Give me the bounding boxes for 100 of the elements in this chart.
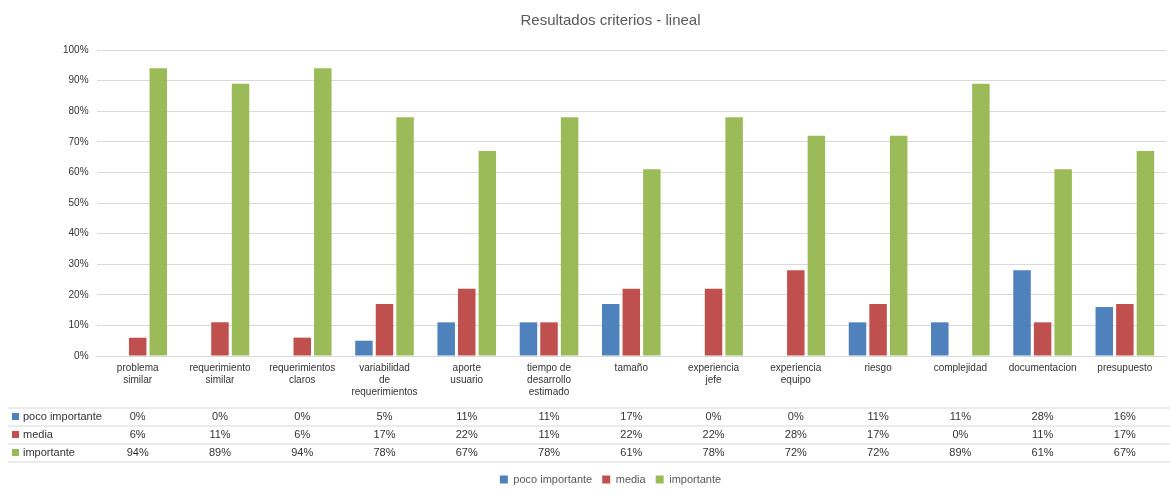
data-label: 11% bbox=[949, 410, 972, 423]
bar bbox=[601, 303, 620, 356]
data-label: 78% bbox=[538, 446, 561, 459]
bar bbox=[560, 117, 579, 356]
data-label: 89% bbox=[949, 446, 972, 459]
bar bbox=[128, 337, 147, 356]
bar bbox=[725, 117, 743, 356]
data-label: 78% bbox=[373, 446, 396, 459]
y-tick-label: 20% bbox=[68, 288, 89, 300]
data-label: 0% bbox=[212, 410, 229, 423]
bar bbox=[807, 135, 826, 356]
bar bbox=[478, 150, 497, 356]
data-label: 67% bbox=[455, 446, 478, 459]
data-label: 11% bbox=[456, 410, 478, 423]
bar bbox=[972, 83, 990, 356]
y-tick-label: 10% bbox=[68, 319, 89, 331]
x-tick-label: requerimiento similar bbox=[189, 361, 251, 385]
data-label: 22% bbox=[702, 428, 725, 441]
bar bbox=[1116, 303, 1134, 356]
x-tick-label: experiencia jefe bbox=[687, 361, 740, 385]
y-tick-label: 100% bbox=[63, 43, 89, 55]
text: importante bbox=[23, 446, 75, 459]
bar bbox=[643, 169, 661, 356]
legend-label: media bbox=[23, 428, 54, 441]
bar bbox=[231, 83, 250, 356]
y-tick-label: 40% bbox=[68, 227, 89, 239]
bar bbox=[622, 288, 641, 356]
data-label: 11% bbox=[538, 410, 560, 423]
y-tick-label: 70% bbox=[68, 135, 89, 147]
x-tick-label: tiempo de desarrollo estimado bbox=[527, 361, 572, 397]
data-label: 94% bbox=[291, 446, 314, 459]
data-label: 94% bbox=[126, 446, 149, 459]
bar bbox=[1136, 150, 1155, 356]
data-label: 28% bbox=[1031, 410, 1054, 423]
bar bbox=[314, 68, 332, 356]
data-label: 22% bbox=[455, 428, 478, 441]
bar bbox=[787, 270, 805, 356]
x-tick-label: documentacion bbox=[1008, 361, 1077, 373]
y-tick-label: 60% bbox=[68, 166, 89, 178]
data-label: 0% bbox=[705, 410, 722, 423]
x-tick-label: variabilidad de requerimientos bbox=[351, 361, 418, 397]
bar bbox=[931, 322, 949, 356]
data-label: 17% bbox=[1113, 428, 1137, 441]
data-label: 0% bbox=[952, 428, 969, 441]
bar bbox=[355, 340, 373, 356]
data-label: 28% bbox=[784, 428, 808, 441]
bar bbox=[458, 288, 476, 356]
y-tick-label: 30% bbox=[68, 257, 89, 269]
data-label: 61% bbox=[1031, 446, 1054, 459]
x-tick-label: problema similar bbox=[116, 361, 159, 385]
bar bbox=[396, 117, 414, 356]
y-tick-label: 80% bbox=[68, 104, 89, 116]
data-label: 6% bbox=[294, 428, 311, 441]
x-tick-label: complejidad bbox=[933, 361, 988, 373]
data-label: 11% bbox=[867, 410, 889, 423]
legend-label: importante bbox=[669, 472, 722, 485]
text: media bbox=[615, 472, 646, 485]
data-label: 11% bbox=[209, 428, 231, 441]
data-label: 22% bbox=[620, 428, 643, 441]
data-label: 0% bbox=[129, 410, 146, 423]
data-label: 78% bbox=[702, 446, 725, 459]
data-label: 11% bbox=[538, 428, 560, 441]
x-tick-label: riesgo bbox=[864, 361, 893, 373]
y-tick-label: 50% bbox=[68, 196, 89, 208]
data-label: 89% bbox=[208, 446, 232, 459]
bar bbox=[869, 303, 887, 356]
data-label: 17% bbox=[620, 410, 643, 423]
bar bbox=[293, 337, 311, 356]
data-label: 11% bbox=[1032, 428, 1054, 441]
bar bbox=[704, 288, 723, 356]
bar bbox=[848, 322, 867, 356]
bar bbox=[437, 322, 455, 356]
y-tick-label: 0% bbox=[74, 349, 89, 361]
data-label: 17% bbox=[867, 428, 890, 441]
bar bbox=[889, 135, 908, 356]
bar bbox=[1013, 270, 1031, 356]
data-label: 72% bbox=[867, 446, 890, 459]
data-label: 17% bbox=[373, 428, 396, 441]
data-label: 0% bbox=[787, 410, 804, 423]
bar bbox=[1033, 322, 1052, 356]
legend-label: poco importante bbox=[513, 472, 593, 485]
x-tick-label: experiencia equipo bbox=[770, 361, 822, 385]
data-label: 0% bbox=[294, 410, 311, 423]
data-label: 6% bbox=[129, 428, 146, 441]
x-tick-label: aporte usuario bbox=[450, 361, 484, 385]
data-label: 61% bbox=[620, 446, 643, 459]
text: poco importante bbox=[23, 410, 102, 423]
bar bbox=[211, 322, 229, 356]
bar bbox=[1095, 307, 1114, 356]
x-tick-label: presupuesto bbox=[1097, 361, 1153, 373]
data-label: 16% bbox=[1113, 410, 1137, 423]
x-tick-label: requerimientos claros bbox=[269, 361, 336, 385]
bar bbox=[519, 322, 538, 356]
bar bbox=[540, 322, 558, 356]
data-label: 5% bbox=[376, 410, 393, 423]
data-label: 72% bbox=[784, 446, 808, 459]
bar bbox=[1054, 169, 1072, 356]
y-tick-label: 90% bbox=[68, 74, 89, 86]
bar bbox=[375, 303, 394, 356]
x-tick-label: tamaño bbox=[614, 361, 649, 373]
